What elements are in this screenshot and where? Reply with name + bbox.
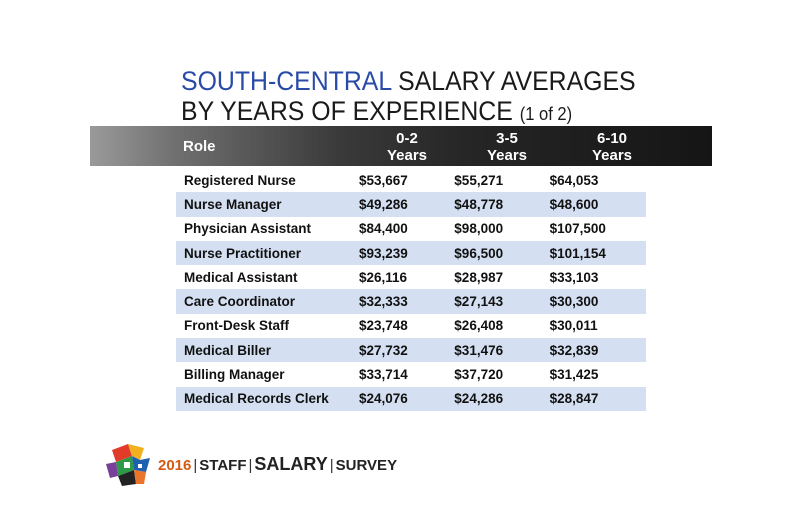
title-line-1: SOUTH-CENTRAL SALARY AVERAGES [181, 66, 636, 96]
title-line2-text: BY YEARS OF EXPERIENCE [181, 96, 513, 126]
value-0-2: $24,076 [359, 386, 455, 411]
value-0-2: $93,239 [359, 240, 455, 266]
header-col-3-5: 3-5 Years [452, 130, 562, 164]
table-header: Role 0-2 Years 3-5 Years 6-10 Years [90, 126, 712, 166]
survey-year: 2016 [158, 457, 192, 474]
value-0-2: $49,286 [359, 192, 455, 217]
value-6-10: $33,103 [549, 269, 599, 285]
value-3-5: $28,987 [454, 269, 504, 285]
value-6-10: $48,600 [549, 192, 646, 217]
survey-branding: 2016 | STAFF | SALARY | SURVEY [158, 455, 397, 475]
header-col-6-10: 6-10 Years [557, 130, 667, 164]
table-row: Care Coordinator $32,333 $27,143 $30,300 [176, 289, 646, 314]
title-region: SOUTH-CENTRAL [181, 66, 392, 96]
header-col-6-10-unit: Years [591, 147, 633, 164]
header-col-3-5-range: 3-5 [496, 130, 518, 147]
value-6-10: $32,839 [549, 338, 646, 363]
value-0-2: $27,732 [359, 338, 455, 363]
value-3-5: $27,143 [454, 289, 550, 314]
brand-word-salary: SALARY [254, 454, 328, 474]
table-row: Medical Assistant $26,116 $28,987 $33,10… [176, 265, 646, 289]
value-3-5: $24,286 [454, 386, 550, 411]
value-0-2: $26,116 [359, 269, 408, 285]
brand-separator: | [193, 457, 198, 474]
role-cell: Registered Nurse [184, 172, 296, 188]
value-0-2: $33,714 [359, 367, 408, 383]
role-cell: Care Coordinator [176, 289, 359, 314]
value-3-5: $37,720 [454, 367, 504, 383]
value-6-10: $64,053 [549, 172, 599, 188]
value-6-10: $31,425 [549, 367, 599, 383]
value-3-5: $48,778 [454, 192, 550, 217]
title-part: (1 of 2) [519, 104, 573, 124]
role-cell: Medical Biller [176, 338, 359, 363]
header-role: Role [183, 138, 216, 155]
table-row: Front-Desk Staff $23,748 $26,408 $30,011 [176, 314, 646, 338]
value-0-2: $32,333 [359, 289, 455, 314]
header-col-0-2-unit: Years [386, 147, 428, 164]
value-3-5: $31,476 [454, 338, 550, 363]
value-6-10: $30,300 [549, 289, 646, 314]
role-cell: Medical Assistant [184, 269, 298, 285]
role-cell: Physician Assistant [184, 221, 312, 237]
table-row: Physician Assistant $84,400 $98,000 $107… [176, 217, 646, 241]
role-cell: Nurse Practitioner [176, 240, 359, 266]
value-6-10: $28,847 [549, 386, 646, 411]
value-3-5: $96,500 [454, 240, 550, 266]
header-col-0-2-range: 0-2 [396, 130, 418, 147]
header-col-0-2: 0-2 Years [352, 130, 462, 164]
value-3-5: $26,408 [454, 318, 504, 334]
table-row: Registered Nurse $53,667 $55,271 $64,053 [176, 168, 646, 192]
brand-separator: | [329, 457, 334, 474]
table-row: Billing Manager $33,714 $37,720 $31,425 [176, 362, 646, 386]
value-3-5: $55,271 [454, 172, 504, 188]
value-6-10: $30,011 [549, 318, 598, 334]
title-line1-rest: SALARY AVERAGES [391, 66, 636, 96]
table-row: Nurse Practitioner $93,239 $96,500 $101,… [176, 240, 646, 266]
value-3-5: $98,000 [454, 221, 504, 237]
header-col-3-5-unit: Years [486, 147, 528, 164]
value-0-2: $23,748 [359, 318, 408, 334]
brand-word-staff: STAFF [199, 457, 247, 474]
survey-cube-logo-icon [106, 444, 150, 486]
table-row: Medical Biller $27,732 $31,476 $32,839 [176, 338, 646, 363]
value-6-10: $107,500 [549, 221, 606, 237]
brand-separator: | [248, 457, 253, 474]
role-cell: Billing Manager [184, 367, 285, 383]
title-line-2: BY YEARS OF EXPERIENCE (1 of 2) [181, 96, 636, 129]
salary-table: Registered Nurse $53,667 $55,271 $64,053… [176, 168, 646, 411]
role-cell: Front-Desk Staff [184, 318, 290, 334]
table-row: Medical Records Clerk $24,076 $24,286 $2… [176, 386, 646, 411]
role-cell: Nurse Manager [176, 192, 359, 217]
value-6-10: $101,154 [549, 240, 646, 266]
header-col-6-10-range: 6-10 [596, 130, 628, 147]
value-0-2: $53,667 [359, 172, 408, 188]
brand-word-survey: SURVEY [335, 457, 398, 474]
page-title: SOUTH-CENTRAL SALARY AVERAGES BY YEARS O… [181, 66, 636, 129]
value-0-2: $84,400 [359, 221, 408, 237]
table-row: Nurse Manager $49,286 $48,778 $48,600 [176, 192, 646, 217]
role-cell: Medical Records Clerk [176, 386, 359, 411]
